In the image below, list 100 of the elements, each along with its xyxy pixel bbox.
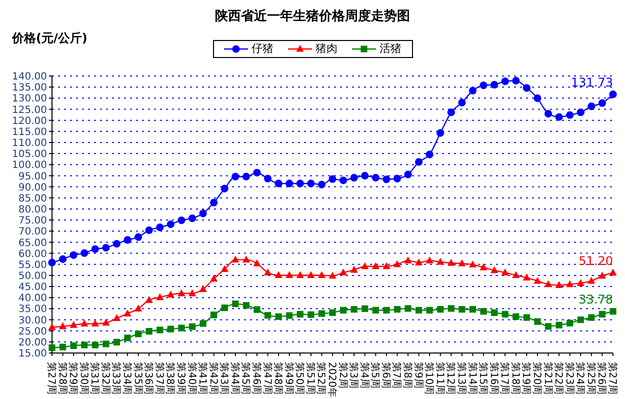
x-tick-label: 第33周 xyxy=(110,362,122,395)
point xyxy=(588,314,595,321)
point xyxy=(48,258,56,266)
y-tick-label: 75.00 xyxy=(18,216,47,227)
point xyxy=(512,313,520,320)
y-tick-label: 80.00 xyxy=(18,204,47,216)
x-tick-label: 第25周 xyxy=(584,362,597,395)
x-tick-label: 第50周 xyxy=(294,362,306,395)
x-tick-label: 第21周 xyxy=(542,362,554,395)
point xyxy=(382,175,390,184)
point xyxy=(393,260,402,268)
y-tick-label: 85.00 xyxy=(18,193,47,204)
x-tick-label: 第24周 xyxy=(574,362,586,395)
x-tick-label: 第28周 xyxy=(56,362,68,395)
y-tick-label: 65.00 xyxy=(18,238,47,249)
point xyxy=(102,244,110,252)
point xyxy=(188,289,196,296)
point xyxy=(404,256,412,264)
point xyxy=(253,259,261,266)
x-tick-label: 第14周 xyxy=(466,362,478,395)
point xyxy=(598,99,606,107)
point xyxy=(58,322,67,330)
point xyxy=(318,180,326,188)
x-tick-label: 第2周 xyxy=(336,362,349,388)
point xyxy=(124,334,131,342)
x-tick-label: 第13周 xyxy=(455,362,468,395)
point xyxy=(522,274,530,280)
point xyxy=(598,310,606,318)
x-tick-label: 第18周 xyxy=(509,362,522,395)
point xyxy=(112,240,121,248)
point xyxy=(264,174,272,182)
point xyxy=(437,306,444,313)
point xyxy=(70,342,77,349)
x-tick-label: 第16周 xyxy=(488,362,500,395)
x-tick-label: 第40周 xyxy=(186,362,198,395)
point xyxy=(124,236,132,244)
point xyxy=(81,342,88,348)
point xyxy=(588,102,596,110)
point xyxy=(426,150,434,158)
point xyxy=(112,314,121,322)
point xyxy=(372,174,380,182)
point xyxy=(156,293,164,300)
point xyxy=(340,306,347,314)
point xyxy=(48,344,56,351)
x-tick-label: 第23周 xyxy=(563,362,576,395)
point xyxy=(91,320,99,327)
y-tick-label: 40.00 xyxy=(18,293,47,304)
x-tick-label: 第34周 xyxy=(121,362,134,395)
point xyxy=(361,172,369,180)
x-tick-label: 第6周 xyxy=(380,362,392,388)
x-tick-label: 第49周 xyxy=(282,362,295,395)
point xyxy=(350,174,358,182)
point xyxy=(383,306,390,314)
point xyxy=(394,306,401,313)
point xyxy=(491,309,498,316)
x-tick-label: 第9周 xyxy=(412,362,424,388)
x-tick-label: 第19周 xyxy=(520,362,532,395)
point xyxy=(296,180,304,188)
point xyxy=(382,262,390,270)
point xyxy=(178,289,186,296)
x-tick-label: 第27周 xyxy=(46,362,58,395)
point xyxy=(501,78,509,86)
point xyxy=(448,305,454,312)
point xyxy=(609,268,617,276)
point xyxy=(134,233,142,241)
point xyxy=(286,180,294,188)
point xyxy=(610,308,616,315)
y-tick-label: 125.00 xyxy=(12,104,47,116)
y-tick-label: 60.00 xyxy=(18,248,47,260)
legend-label: 猪肉 xyxy=(316,42,338,56)
point xyxy=(232,300,239,308)
legend-label: 仔猪 xyxy=(252,42,274,56)
point xyxy=(232,172,240,180)
point xyxy=(308,311,314,318)
data-label: 131.73 xyxy=(571,75,613,90)
point xyxy=(134,304,142,312)
point xyxy=(577,316,584,324)
point xyxy=(145,226,153,234)
point xyxy=(468,260,477,268)
y-tick-label: 45.00 xyxy=(18,282,47,294)
point xyxy=(318,310,326,317)
x-tick-label: 第46周 xyxy=(250,362,262,395)
point xyxy=(242,302,250,309)
y-tick-label: 25.00 xyxy=(18,326,47,338)
point xyxy=(264,312,272,319)
point xyxy=(393,174,402,182)
point xyxy=(80,249,88,257)
y-tick-label: 50.00 xyxy=(18,270,47,282)
x-tick-label: 第10周 xyxy=(423,362,436,395)
point xyxy=(556,322,562,328)
point xyxy=(199,285,207,292)
x-tick-label: 第51周 xyxy=(304,362,316,395)
point xyxy=(534,276,542,284)
point xyxy=(480,308,487,315)
y-tick-label: 105.00 xyxy=(12,149,47,160)
y-tick-label: 20.00 xyxy=(18,337,47,348)
point xyxy=(502,310,508,318)
x-tick-label: 第5周 xyxy=(369,362,382,388)
point xyxy=(210,198,218,206)
point xyxy=(232,256,240,263)
